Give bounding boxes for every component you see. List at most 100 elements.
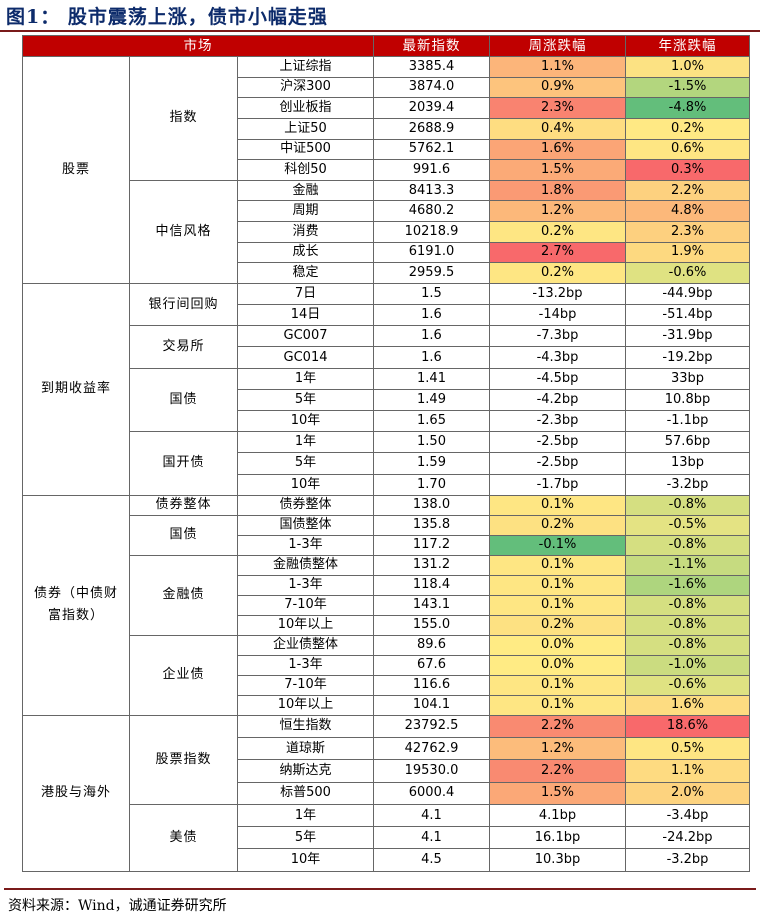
latest-value: 4.1 — [373, 803, 490, 828]
week-change: -14bp — [489, 304, 626, 327]
table-row: 企业债 企业债整体 89.6 0.0% -0.8% — [23, 634, 750, 716]
latest-value: 1.41 — [373, 367, 490, 390]
subgroup-label: 指数 — [129, 56, 238, 181]
week-change: 0.1% — [489, 594, 626, 616]
item-name: 国债整体 — [237, 514, 374, 536]
table-row: 10年以上 104.1 0.1% 1.6% — [23, 694, 750, 716]
latest-value: 116.6 — [373, 674, 490, 696]
week-change: 2.2% — [489, 759, 626, 783]
group-label: 港股与海外 — [22, 714, 130, 872]
week-change: 0.2% — [489, 221, 626, 243]
item-name: 1年 — [237, 803, 374, 828]
year-change: -0.6% — [625, 674, 750, 696]
year-change: 33bp — [625, 367, 750, 390]
table-row: 中证500 5762.1 1.6% 0.6% — [23, 138, 750, 161]
year-change: 0.6% — [625, 138, 750, 161]
year-change: -0.8% — [625, 614, 750, 636]
year-change: 2.2% — [625, 179, 750, 202]
item-name: 7日 — [237, 282, 374, 306]
table-row: 科创50 991.6 1.5% 0.3% — [23, 159, 750, 181]
item-name: 1年 — [237, 367, 374, 390]
week-change: -0.1% — [489, 534, 626, 556]
week-change: -2.5bp — [489, 452, 626, 475]
item-name: 企业债整体 — [237, 634, 374, 656]
latest-value: 3874.0 — [373, 76, 490, 99]
year-change: 1.9% — [625, 241, 750, 264]
item-name: GC007 — [237, 325, 374, 348]
item-name: 1-3年 — [237, 654, 374, 676]
latest-value: 1.50 — [373, 431, 490, 454]
week-change: 1.1% — [489, 56, 626, 78]
item-name: 消费 — [237, 221, 374, 243]
item-name: 1年 — [237, 431, 374, 454]
item-name: 上证综指 — [237, 56, 374, 78]
table-row: 债券（中债财富指数） 债券整体 债券整体 138.0 0.1% -0.8% — [22, 494, 750, 716]
table-row: 上证50 2688.9 0.4% 0.2% — [23, 117, 750, 140]
table-row: 稳定 2959.5 0.2% -0.6% — [23, 262, 750, 284]
table-row: 成长 6191.0 2.7% 1.9% — [23, 241, 750, 264]
year-change: 1.6% — [625, 694, 750, 716]
week-change: 1.8% — [489, 179, 626, 202]
header-year: 年涨跌幅 — [625, 35, 750, 57]
week-change: 0.1% — [489, 494, 626, 516]
item-name: 科创50 — [237, 159, 374, 181]
item-name: 创业板指 — [237, 97, 374, 119]
year-change: 13bp — [625, 452, 750, 475]
group-label: 股票 — [22, 56, 130, 284]
year-change: -31.9bp — [625, 325, 750, 348]
subgroup-label: 银行间回购 — [129, 282, 238, 327]
week-change: -7.3bp — [489, 325, 626, 348]
latest-value: 6191.0 — [373, 241, 490, 264]
week-change: 2.2% — [489, 714, 626, 739]
table-row: 股票 指数 上证综指 3385.4 1.1% 1.0% — [22, 56, 750, 284]
week-change: 1.5% — [489, 781, 626, 805]
week-change: 1.6% — [489, 138, 626, 161]
table-row: 5年 1.49 -4.2bp 10.8bp — [23, 388, 750, 412]
item-name: GC014 — [237, 346, 374, 369]
latest-value: 5762.1 — [373, 138, 490, 161]
latest-value: 67.6 — [373, 654, 490, 676]
item-name: 标普500 — [237, 781, 374, 805]
week-change: 16.1bp — [489, 826, 626, 850]
year-change: -3.4bp — [625, 803, 750, 828]
year-change: -0.8% — [625, 534, 750, 556]
week-change: 0.1% — [489, 554, 626, 576]
table-row: 10年 1.65 -2.3bp -1.1bp — [23, 409, 750, 433]
item-name: 成长 — [237, 241, 374, 264]
item-name: 稳定 — [237, 262, 374, 284]
year-change: -0.8% — [625, 594, 750, 616]
item-name: 1-3年 — [237, 534, 374, 556]
year-change: -3.2bp — [625, 848, 750, 872]
latest-value: 6000.4 — [373, 781, 490, 805]
table-row: 交易所 GC007 1.6 -7.3bp -31.9bp — [23, 325, 750, 369]
year-change: 1.0% — [625, 56, 750, 78]
source-note: 资料来源：Wind，诚通证券研究所 — [8, 898, 227, 914]
week-change: 1.2% — [489, 200, 626, 222]
latest-value: 117.2 — [373, 534, 490, 556]
subgroup-label: 股票指数 — [129, 714, 238, 805]
subgroup-label: 国开债 — [129, 431, 238, 496]
week-change: 0.1% — [489, 574, 626, 596]
week-change: 10.3bp — [489, 848, 626, 872]
week-change: 0.1% — [489, 674, 626, 696]
latest-value: 104.1 — [373, 694, 490, 716]
table-row: 沪深300 3874.0 0.9% -1.5% — [23, 76, 750, 99]
latest-value: 143.1 — [373, 594, 490, 616]
item-name: 10年 — [237, 409, 374, 433]
latest-value: 135.8 — [373, 514, 490, 536]
week-change: -4.5bp — [489, 367, 626, 390]
item-name: 10年 — [237, 473, 374, 496]
week-change: -2.3bp — [489, 409, 626, 433]
table-row: 5年 4.1 16.1bp -24.2bp — [23, 826, 750, 850]
latest-value: 2039.4 — [373, 97, 490, 119]
item-name: 周期 — [237, 200, 374, 222]
table-row: GC014 1.6 -4.3bp -19.2bp — [23, 346, 750, 369]
table-row: 道琼斯 42762.9 1.2% 0.5% — [23, 737, 750, 761]
latest-value: 2959.5 — [373, 262, 490, 284]
item-name: 道琼斯 — [237, 737, 374, 761]
year-change: -0.8% — [625, 494, 750, 516]
item-name: 恒生指数 — [237, 714, 374, 739]
table-row: 国债 国债整体 135.8 0.2% -0.5% — [23, 514, 750, 556]
year-change: 18.6% — [625, 714, 750, 739]
item-name: 上证50 — [237, 117, 374, 140]
